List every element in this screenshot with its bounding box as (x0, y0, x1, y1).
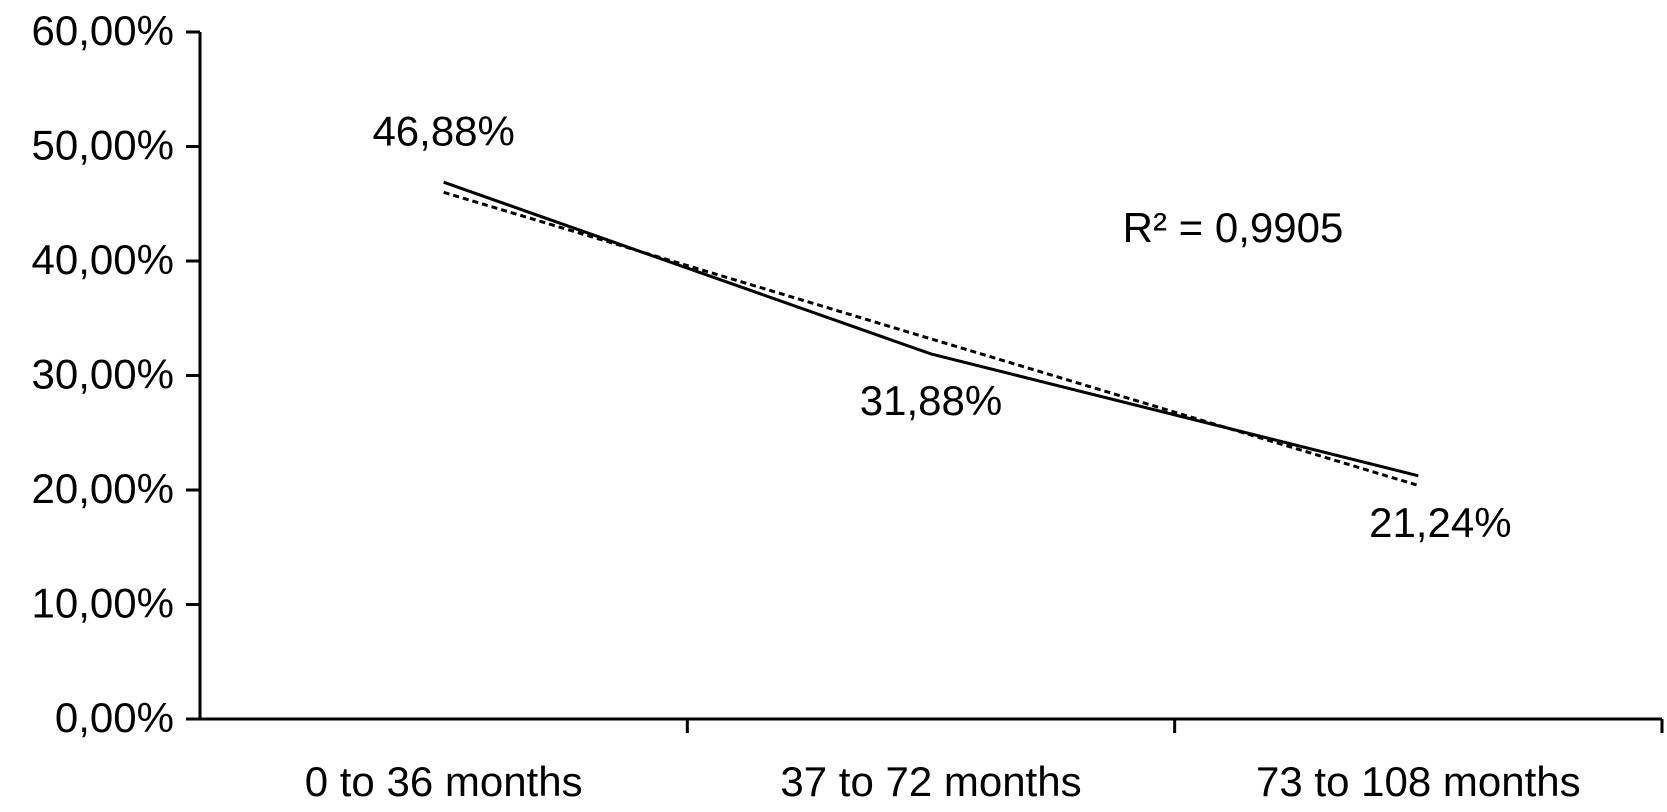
y-tick-label: 40,00% (32, 236, 174, 283)
x-tick-label: 73 to 108 months (1256, 758, 1581, 805)
y-tick-label: 0,00% (55, 694, 174, 741)
data-line (443, 180, 1419, 478)
y-tick-label: 50,00% (32, 122, 174, 169)
data-label: 21,24% (1369, 499, 1511, 546)
data-label: 31,88% (860, 377, 1002, 424)
data-label: 46,88% (372, 107, 514, 154)
x-tick-label: 37 to 72 months (780, 758, 1081, 805)
x-tick-label: 0 to 36 months (305, 758, 583, 805)
annotation: R² = 0,9905 (1123, 204, 1344, 251)
y-tick-label: 10,00% (32, 580, 174, 627)
y-tick-label: 60,00% (32, 7, 174, 54)
y-tick-label: 30,00% (32, 351, 174, 398)
y-tick-label: 20,00% (32, 465, 174, 512)
